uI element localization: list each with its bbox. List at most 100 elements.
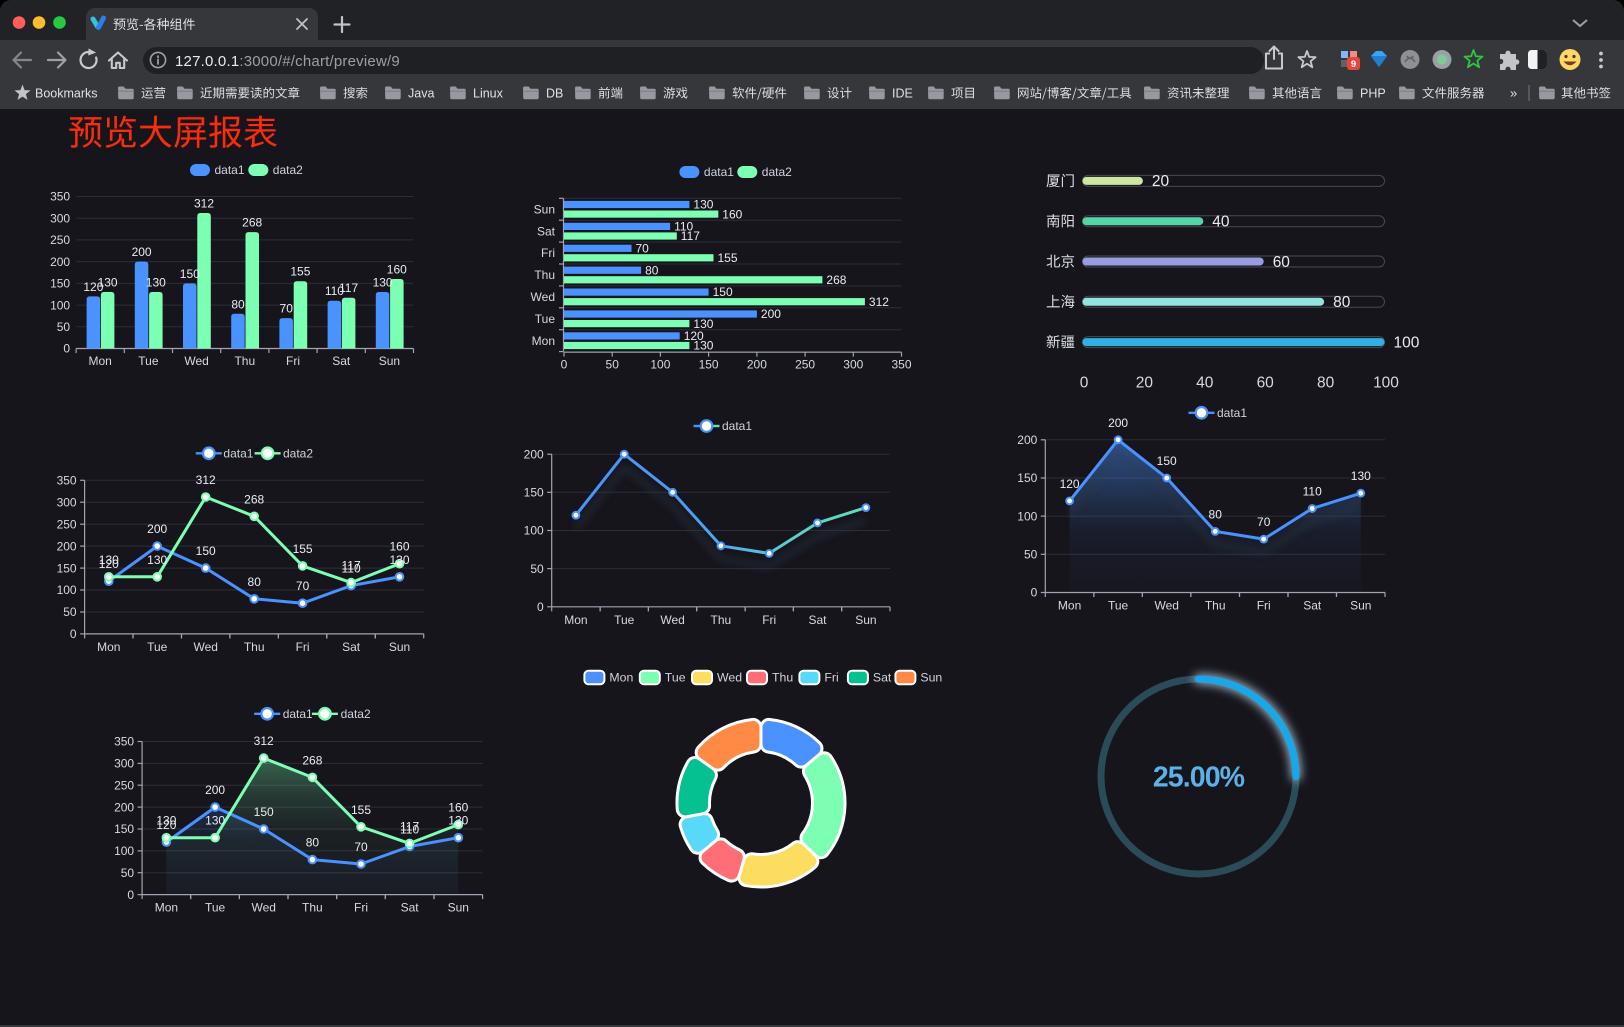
svg-text:»: » bbox=[1510, 86, 1517, 101]
svg-text:data1: data1 bbox=[722, 419, 752, 433]
svg-text:150: 150 bbox=[254, 805, 274, 819]
svg-text:200: 200 bbox=[1017, 433, 1037, 447]
svg-text:312: 312 bbox=[194, 197, 214, 211]
svg-text:Mon: Mon bbox=[532, 334, 555, 348]
svg-text:Sat: Sat bbox=[873, 671, 892, 685]
svg-text:70: 70 bbox=[636, 241, 650, 255]
svg-text:0: 0 bbox=[1080, 374, 1089, 391]
svg-text:110: 110 bbox=[1303, 485, 1322, 499]
svg-text:Fri: Fri bbox=[824, 671, 838, 685]
svg-text:300: 300 bbox=[57, 495, 77, 509]
svg-text:IDE: IDE bbox=[892, 87, 913, 101]
svg-text:Fri: Fri bbox=[762, 613, 776, 627]
svg-text:250: 250 bbox=[50, 233, 70, 247]
svg-text:117: 117 bbox=[342, 559, 361, 573]
svg-text:60: 60 bbox=[1257, 374, 1275, 391]
svg-text:350: 350 bbox=[57, 474, 77, 488]
svg-text:data1: data1 bbox=[1217, 406, 1247, 420]
svg-text:0: 0 bbox=[70, 627, 77, 641]
svg-text:268: 268 bbox=[302, 753, 322, 767]
svg-text:117: 117 bbox=[339, 281, 358, 295]
svg-text:350: 350 bbox=[114, 735, 134, 749]
svg-text:50: 50 bbox=[606, 358, 620, 372]
svg-text:300: 300 bbox=[50, 211, 70, 225]
svg-text:data1: data1 bbox=[283, 707, 313, 721]
svg-text:110: 110 bbox=[400, 823, 419, 837]
svg-text:130: 130 bbox=[448, 814, 468, 828]
svg-text:150: 150 bbox=[114, 822, 134, 836]
svg-text:Tue: Tue bbox=[535, 312, 556, 326]
svg-text:50: 50 bbox=[57, 320, 71, 334]
svg-text:130: 130 bbox=[389, 553, 409, 567]
svg-text:130: 130 bbox=[205, 814, 225, 828]
svg-text:150: 150 bbox=[1017, 471, 1037, 485]
svg-text:100: 100 bbox=[524, 524, 544, 538]
svg-text:data2: data2 bbox=[283, 447, 313, 461]
svg-text:250: 250 bbox=[114, 778, 134, 792]
svg-text:120: 120 bbox=[684, 329, 704, 343]
svg-text:200: 200 bbox=[50, 255, 70, 269]
svg-text:268: 268 bbox=[244, 492, 264, 506]
svg-text:312: 312 bbox=[196, 473, 216, 487]
svg-text:130: 130 bbox=[98, 276, 118, 290]
svg-text:117: 117 bbox=[681, 229, 700, 243]
svg-text:Wed: Wed bbox=[717, 671, 742, 685]
svg-text:200: 200 bbox=[132, 245, 152, 259]
svg-text:Mon: Mon bbox=[155, 901, 178, 915]
svg-text:120: 120 bbox=[1060, 477, 1080, 491]
svg-text:Sun: Sun bbox=[389, 640, 410, 654]
svg-text:268: 268 bbox=[826, 273, 846, 287]
svg-text:200: 200 bbox=[524, 447, 544, 461]
svg-text:PHP: PHP bbox=[1360, 87, 1386, 101]
svg-text:150: 150 bbox=[699, 358, 719, 372]
svg-text:0: 0 bbox=[1031, 586, 1038, 600]
svg-text:150: 150 bbox=[1157, 454, 1177, 468]
svg-text:Fri: Fri bbox=[354, 901, 368, 915]
svg-text:data1: data1 bbox=[223, 447, 253, 461]
svg-text:80: 80 bbox=[1317, 374, 1335, 391]
svg-text:80: 80 bbox=[1333, 294, 1351, 311]
svg-text:Sat: Sat bbox=[1303, 599, 1322, 613]
svg-text:Tue: Tue bbox=[138, 354, 159, 368]
svg-text:80: 80 bbox=[231, 297, 245, 311]
svg-text:Tue: Tue bbox=[1108, 599, 1129, 613]
svg-text:120: 120 bbox=[99, 557, 119, 571]
svg-text:Thu: Thu bbox=[244, 640, 265, 654]
svg-text:160: 160 bbox=[389, 540, 409, 554]
svg-text:117: 117 bbox=[400, 819, 419, 833]
svg-text:80: 80 bbox=[248, 575, 262, 589]
svg-text:data1: data1 bbox=[704, 165, 734, 179]
svg-text:20: 20 bbox=[1152, 173, 1170, 190]
svg-text:DB: DB bbox=[546, 87, 563, 101]
svg-text:9: 9 bbox=[1351, 59, 1356, 70]
svg-text:Mon: Mon bbox=[89, 354, 112, 368]
svg-text:150: 150 bbox=[180, 267, 200, 281]
svg-text:Sun: Sun bbox=[379, 354, 400, 368]
svg-text:350: 350 bbox=[891, 358, 911, 372]
svg-text:130: 130 bbox=[146, 276, 166, 290]
svg-text:Sat: Sat bbox=[808, 613, 827, 627]
svg-text:0: 0 bbox=[561, 358, 568, 372]
svg-text:50: 50 bbox=[63, 605, 77, 619]
svg-text:130: 130 bbox=[156, 814, 176, 828]
svg-text:100: 100 bbox=[57, 583, 77, 597]
svg-text:0: 0 bbox=[537, 600, 544, 614]
svg-text:Thu: Thu bbox=[534, 268, 555, 282]
svg-text:130: 130 bbox=[147, 553, 167, 567]
svg-text:150: 150 bbox=[57, 561, 77, 575]
svg-text:Thu: Thu bbox=[302, 901, 323, 915]
svg-text:Fri: Fri bbox=[296, 640, 310, 654]
svg-text:Fri: Fri bbox=[1257, 599, 1271, 613]
svg-text:312: 312 bbox=[869, 295, 889, 309]
svg-text:Tue: Tue bbox=[614, 613, 635, 627]
svg-text:Wed: Wed bbox=[251, 901, 275, 915]
svg-text:Tue: Tue bbox=[665, 671, 686, 685]
svg-text:50: 50 bbox=[530, 562, 544, 576]
svg-text:Wed: Wed bbox=[1154, 599, 1178, 613]
svg-text:150: 150 bbox=[713, 285, 733, 299]
svg-text:130: 130 bbox=[99, 553, 119, 567]
svg-text:100: 100 bbox=[1373, 374, 1399, 391]
svg-text:data1: data1 bbox=[215, 163, 245, 177]
svg-text:300: 300 bbox=[843, 358, 863, 372]
svg-text:130: 130 bbox=[1351, 469, 1371, 483]
